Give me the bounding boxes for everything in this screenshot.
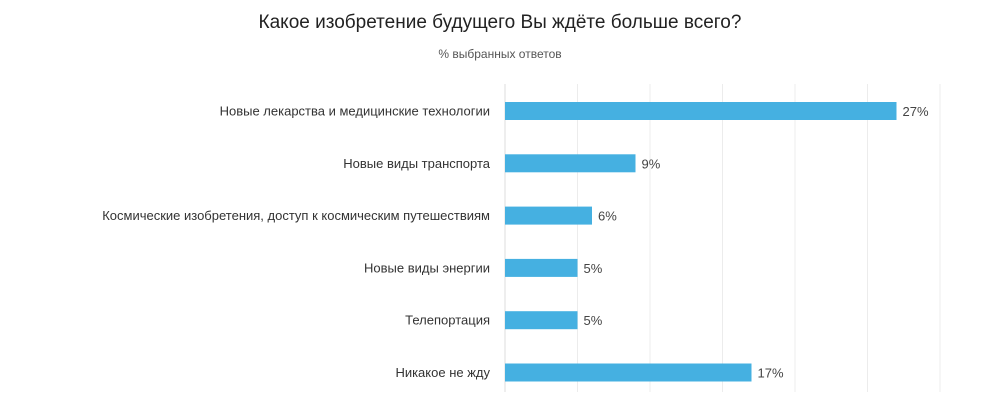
bar (505, 102, 897, 120)
category-label: Телепортация (405, 313, 490, 328)
value-label: 9% (642, 156, 661, 171)
bar (505, 311, 578, 330)
bar (505, 206, 592, 225)
value-label: 17% (758, 366, 784, 381)
category-label: Новые виды транспорта (343, 156, 491, 171)
value-label: 27% (903, 104, 929, 119)
chart-subtitle: % выбранных ответов (438, 47, 562, 61)
category-label: Никакое не жду (395, 365, 490, 380)
category-label: Новые виды энергии (364, 260, 490, 275)
value-label: 5% (584, 313, 603, 328)
bar (505, 154, 636, 173)
bar (505, 363, 752, 382)
category-label: Новые лекарства и медицинские технологии (220, 104, 490, 119)
category-label: Космические изобретения, доступ к космич… (102, 208, 490, 223)
chart-title: Какое изобретение будущего Вы ждёте боль… (258, 12, 742, 33)
bar (505, 258, 578, 277)
value-label: 5% (584, 261, 603, 276)
value-label: 6% (598, 209, 617, 224)
